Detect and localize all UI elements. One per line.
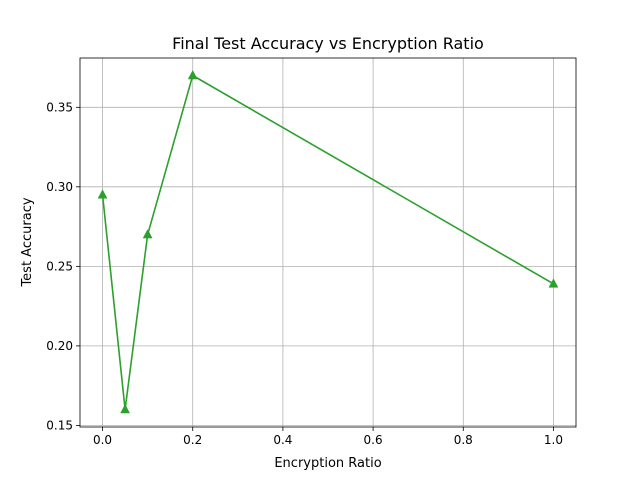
x-tick-label: 0.8 (454, 433, 473, 447)
data-point-marker (97, 189, 108, 199)
x-tick-label: 1.0 (544, 433, 563, 447)
y-tick-label: 0.15 (46, 418, 73, 432)
x-tick-label: 0.6 (364, 433, 383, 447)
x-axis-ticks: 0.0 0.2 0.4 0.6 0.8 1.0 (93, 427, 563, 447)
plot-frame (79, 57, 577, 428)
x-axis-label: Encryption Ratio (274, 456, 381, 471)
x-tick-label: 0.0 (93, 433, 112, 447)
y-tick-label: 0.30 (46, 180, 73, 194)
y-axis-ticks: 0.15 0.20 0.25 0.30 0.35 (46, 100, 80, 432)
y-axis-label: Test Accuracy (20, 197, 35, 287)
data-point-marker (120, 403, 131, 414)
data-point-marker (142, 229, 153, 239)
data-point-marker (548, 278, 559, 288)
y-tick-label: 0.35 (46, 100, 73, 114)
data-point-marker (187, 69, 198, 80)
series-layer (97, 69, 559, 414)
grid-lines (80, 58, 576, 427)
y-tick-label: 0.25 (46, 259, 73, 273)
y-tick-label: 0.20 (46, 339, 73, 353)
chart-title: Final Test Accuracy vs Encryption Ratio (172, 34, 484, 53)
x-tick-label: 0.4 (273, 433, 292, 447)
x-tick-label: 0.2 (183, 433, 202, 447)
